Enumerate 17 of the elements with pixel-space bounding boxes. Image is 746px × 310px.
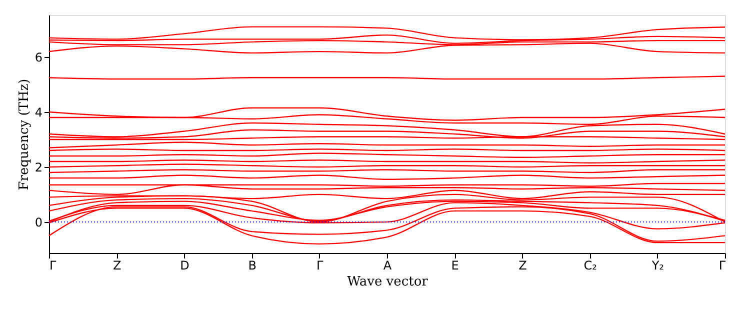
y-tick-label: 0	[34, 215, 42, 230]
x-tick-label: Z	[518, 258, 527, 272]
x-tick-label: Z	[112, 258, 122, 272]
x-tick-label: D	[180, 258, 190, 272]
x-tick-label: Γ	[718, 258, 726, 272]
x-tick-label: Γ	[316, 258, 324, 272]
x-tick-label: Γ	[50, 258, 56, 272]
y-tick-label: 2	[34, 160, 42, 174]
y-axis-title: Frequency (THz)	[16, 78, 32, 190]
x-tick-label: A	[383, 258, 392, 272]
x-tick-label: C₂	[584, 258, 598, 272]
x-tick-label: E	[451, 258, 459, 272]
y-tick-label: 6	[34, 50, 42, 65]
y-tick-label: 4	[34, 106, 42, 120]
x-axis-title: Wave vector	[347, 274, 429, 290]
x-tick-label: Y₂	[650, 258, 664, 272]
x-tick-label: B	[248, 258, 256, 272]
